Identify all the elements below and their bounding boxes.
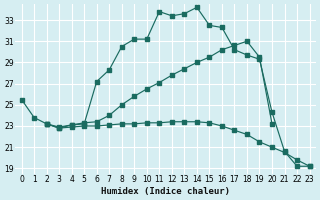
X-axis label: Humidex (Indice chaleur): Humidex (Indice chaleur) [101, 187, 230, 196]
